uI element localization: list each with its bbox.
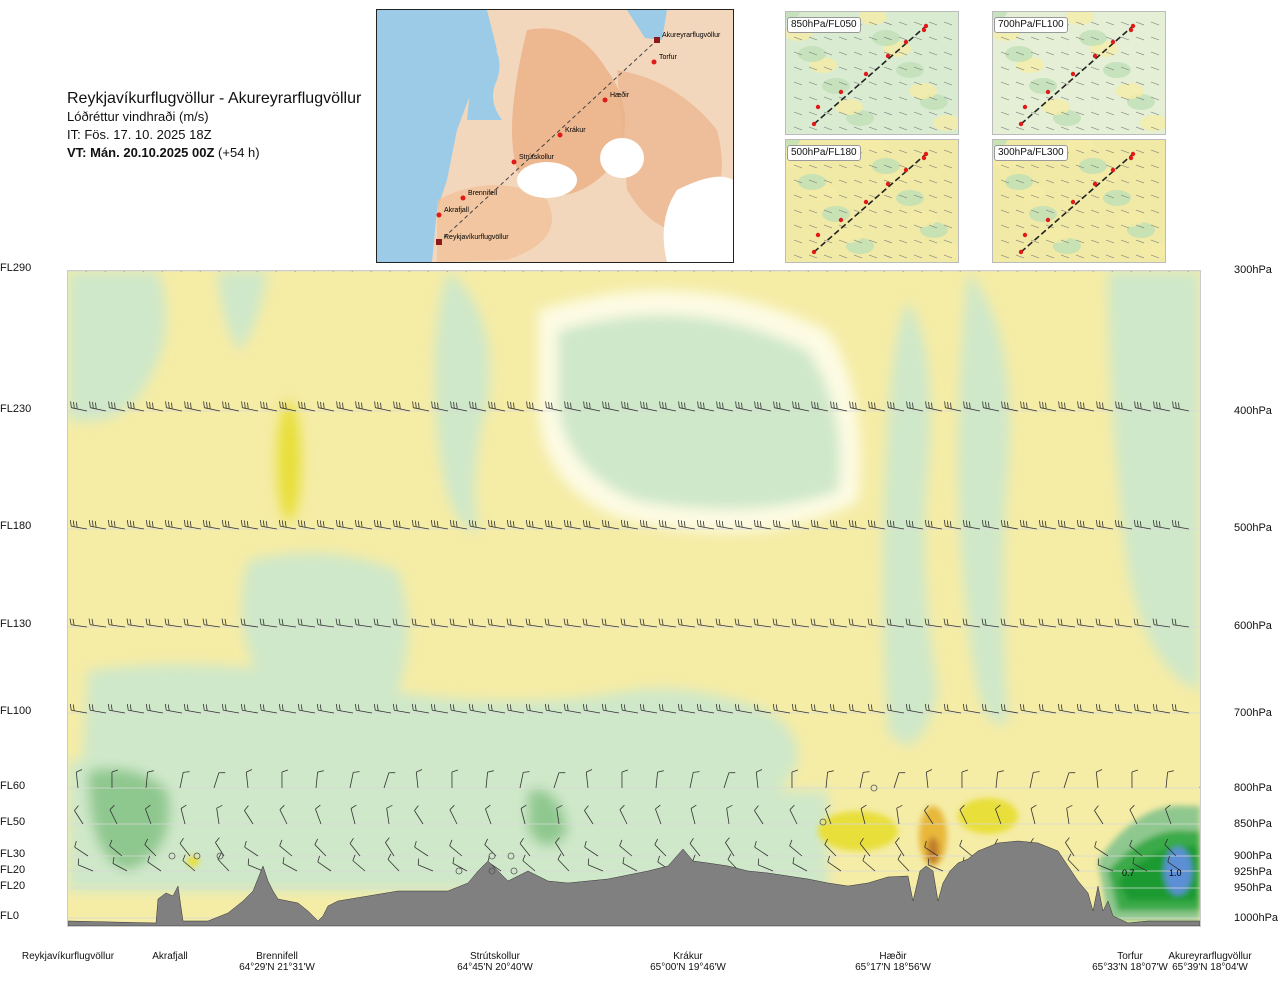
waypoint-label: Akureyrarflugvöllur 65°39'N 18°04'W	[1150, 951, 1270, 973]
pressure-level-label: 925hPa	[1234, 866, 1272, 878]
waypoint-name: Brennifell	[256, 951, 298, 962]
glacier-vatnajokull	[663, 176, 733, 262]
issue-time: IT: Fös. 17. 10. 2025 18Z	[67, 127, 212, 142]
pressure-level-label: 400hPa	[1234, 405, 1272, 417]
flight-level-label: FL290	[0, 262, 32, 274]
waypoint-name: Hæðir	[879, 951, 907, 962]
cross-section-plot: 0.7 1.0	[67, 270, 1201, 927]
waypoint-label: Akrafjall	[110, 951, 230, 962]
waypoint-coord: 64°29'N 21°31'W	[239, 962, 315, 973]
valid-time: VT: Mán. 20.10.2025 00Z	[67, 145, 215, 160]
flight-level-label: FL100	[0, 705, 32, 717]
waypoint-label: Strútskollur 64°45'N 20°40'W	[435, 951, 555, 973]
waypoint-coord: 65°33'N 18°07'W	[1092, 962, 1168, 973]
mini-map-300: 300hPa/FL300	[992, 139, 1166, 263]
contour-label: 0.7	[1122, 868, 1135, 878]
waypoint-name: Strútskollur	[469, 951, 520, 962]
pressure-level-label: 600hPa	[1234, 620, 1272, 632]
flight-level-label: FL230	[0, 403, 32, 415]
route-waypoint-marker	[654, 37, 660, 43]
flight-level-label: FL0	[0, 910, 19, 922]
contour-label: 1.0	[1169, 868, 1182, 878]
pressure-level-label: 950hPa	[1234, 882, 1272, 894]
mini-map-700: 700hPa/FL100	[992, 11, 1166, 135]
mini-map-label: 300hPa/FL300	[994, 145, 1068, 161]
route-waypoint-label: Torfur	[659, 54, 678, 61]
waypoint-coord: 65°17'N 18°56'W	[855, 962, 931, 973]
waypoint-label: Krákur 65°00'N 19°46'W	[628, 951, 748, 973]
route-waypoint-marker	[436, 239, 442, 245]
waypoint-coord: 65°00'N 19°46'W	[650, 962, 726, 973]
route-waypoint-label: Akureyrarflugvöllur	[662, 32, 721, 39]
pressure-level-label: 850hPa	[1234, 818, 1272, 830]
glacier-hofsjokull	[600, 138, 644, 178]
terrain-profile	[68, 840, 1200, 926]
flight-level-label: FL30	[0, 848, 26, 860]
route-waypoint-label: Strútskollur	[519, 154, 555, 161]
mini-map-label: 500hPa/FL180	[787, 145, 861, 161]
route-waypoint-label: Reykjavíkurflugvöllur	[444, 234, 509, 241]
waypoint-label: Hæðir 65°17'N 18°56'W	[833, 951, 953, 973]
flight-level-label: FL20	[0, 880, 26, 892]
pressure-level-label: 900hPa	[1234, 850, 1272, 862]
route-map-svg: Akureyrarflugvöllur Torfur Hæðir Krákur Strú…	[377, 10, 733, 262]
route-waypoint-marker	[436, 212, 442, 218]
waypoint-label: Reykjavíkurflugvöllur	[8, 951, 128, 962]
waypoint-name: Krákur	[673, 951, 703, 962]
route-waypoint-label: Hæðir	[610, 91, 630, 99]
route-waypoint-label: Krákur	[565, 127, 586, 134]
title-block: Reykjavíkurflugvöllur - Akureyrarflugvöl…	[67, 90, 361, 162]
route-map: Akureyrarflugvöllur Torfur Hæðir Krákur Strú…	[376, 9, 734, 263]
waypoint-label: Brennifell 64°29'N 21°31'W	[217, 951, 337, 973]
waypoint-coord: 64°45'N 20°40'W	[457, 962, 533, 973]
glacier-langjokull	[517, 162, 577, 198]
parameter-label: Lóðréttur vindhraði (m/s)	[67, 109, 209, 124]
pressure-level-label: 300hPa	[1234, 264, 1272, 276]
route-waypoint-marker	[602, 97, 608, 103]
flight-level-label: FL130	[0, 618, 32, 630]
mini-map-label: 700hPa/FL100	[994, 17, 1068, 33]
pressure-level-label: 500hPa	[1234, 522, 1272, 534]
route-waypoint-marker	[651, 59, 657, 65]
pressure-level-label: 1000hPa	[1234, 912, 1279, 924]
waypoint-name: Torfur	[1117, 951, 1143, 962]
pressure-level-label: 800hPa	[1234, 782, 1272, 794]
route-waypoint-marker	[460, 195, 466, 201]
mini-map-500: 500hPa/FL180	[785, 139, 959, 263]
route-waypoint-marker	[557, 132, 563, 138]
route-waypoint-label: Akrafjall	[444, 207, 469, 214]
calm-markers	[168, 784, 878, 875]
waypoint-coord: 65°39'N 18°04'W	[1172, 962, 1248, 973]
low-level-cores	[187, 798, 1200, 921]
route-waypoint-marker	[511, 159, 517, 165]
waypoint-name: Reykjavíkurflugvöllur	[21, 951, 115, 962]
waypoint-name: Akrafjall	[152, 951, 188, 962]
mini-map-850: 850hPa/FL050	[785, 11, 959, 135]
flight-level-label: FL20	[0, 864, 26, 876]
waypoint-label: Torfur 65°33'N 18°07'W	[1070, 951, 1190, 973]
flight-level-label: FL50	[0, 816, 26, 828]
valid-time-offset: (+54 h)	[218, 145, 260, 160]
route-waypoint-label: Brennifell	[468, 190, 498, 197]
waypoint-name: Akureyrarflugvöllur	[1168, 951, 1252, 962]
mini-map-label: 850hPa/FL050	[787, 17, 861, 33]
wind-field-patches	[68, 271, 1200, 891]
pressure-level-label: 700hPa	[1234, 707, 1272, 719]
flight-level-label: FL180	[0, 520, 32, 532]
flight-level-label: FL60	[0, 780, 26, 792]
route-title: Reykjavíkurflugvöllur - Akureyrarflugvöl…	[67, 90, 362, 107]
